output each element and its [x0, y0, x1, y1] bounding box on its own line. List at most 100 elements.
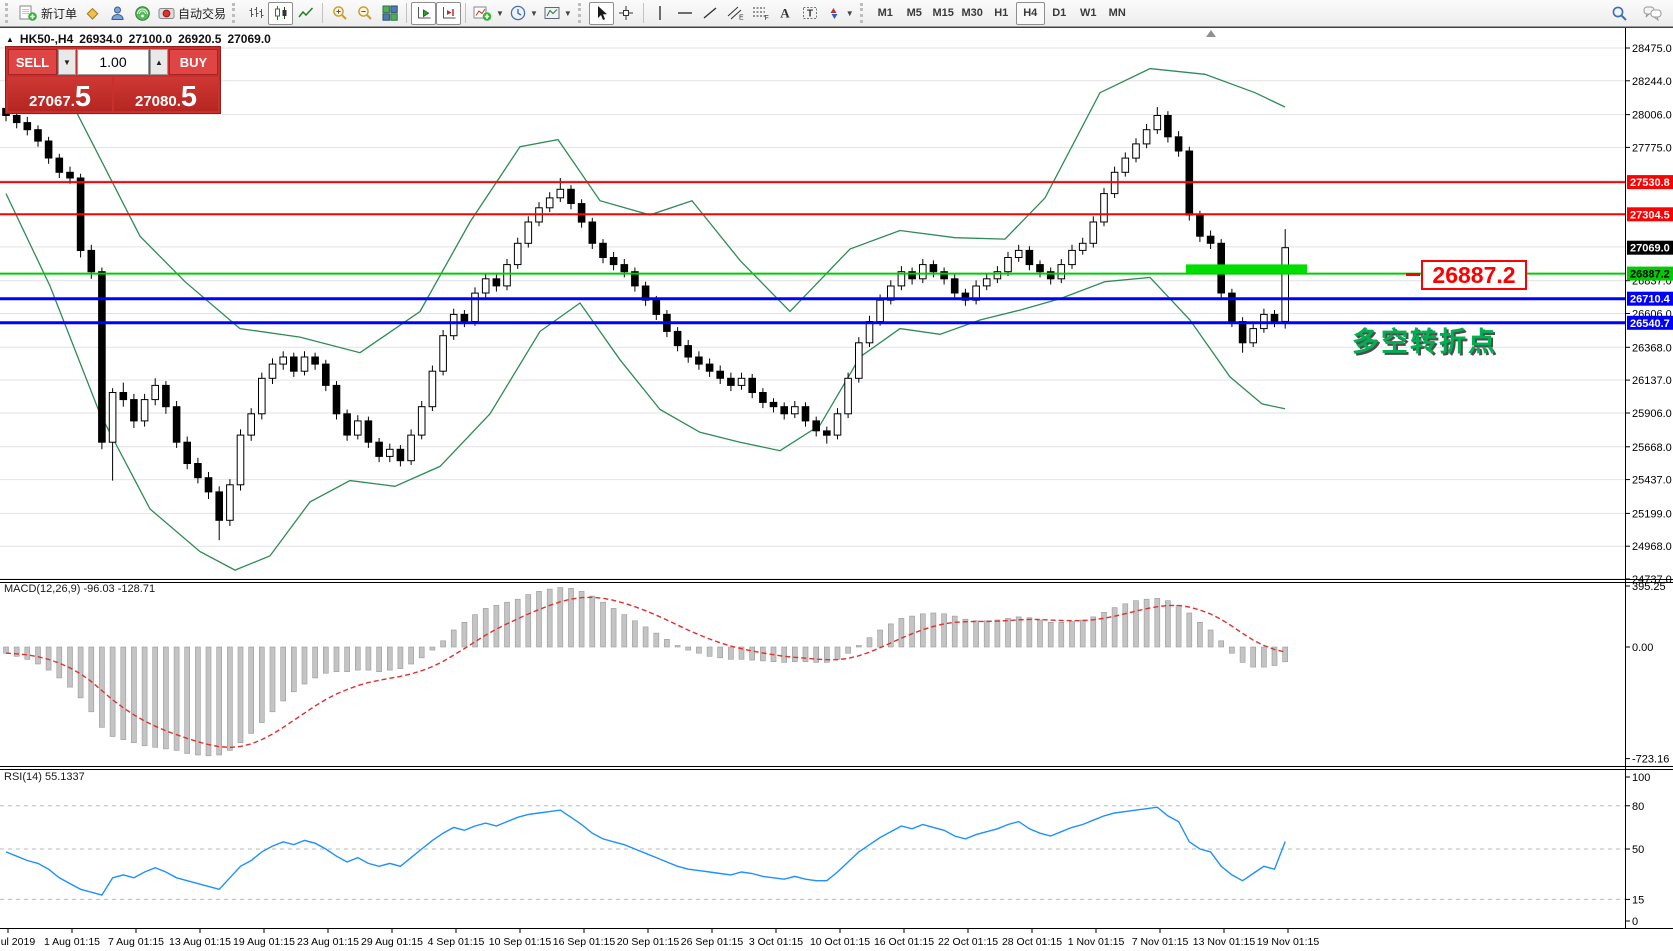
ohlc-close: 27069.0 — [227, 32, 271, 46]
search-icon — [1611, 5, 1628, 22]
bar-chart-button[interactable] — [243, 2, 268, 25]
svg-text:26887.2: 26887.2 — [1630, 269, 1670, 281]
svg-text:0.00: 0.00 — [1632, 642, 1653, 654]
buy-button[interactable]: BUY — [169, 49, 218, 75]
periods-button[interactable]: ▼ — [507, 2, 541, 25]
text-button[interactable]: A — [773, 2, 798, 25]
svg-text:15: 15 — [1632, 894, 1644, 906]
svg-text:16 Oct 01:15: 16 Oct 01:15 — [874, 936, 934, 948]
cursor-button[interactable] — [588, 1, 614, 25]
svg-text:27304.5: 27304.5 — [1630, 209, 1670, 221]
chart-shift-button[interactable] — [436, 1, 462, 25]
equidistant-channel-button[interactable]: E — [723, 2, 748, 25]
volume-decrease-button[interactable]: ▼ — [58, 49, 76, 75]
toolbar-separator — [642, 3, 644, 23]
one-click-trading-panel: SELL ▼ ▲ BUY 27067.5 27080.5 — [5, 46, 221, 114]
macd-indicator-label: MACD(12,26,9) -96.03 -128.71 — [4, 583, 155, 595]
toolbar-drag-handle[interactable] — [5, 3, 11, 23]
svg-text:0: 0 — [1632, 916, 1638, 928]
buy-price-display[interactable]: 27080. 5 — [114, 77, 218, 111]
rsi-panel — [0, 805, 1625, 900]
templates-button[interactable]: ▼ — [541, 2, 575, 25]
chart-canvas[interactable]: 28475.028244.028006.027775.026837.026606… — [0, 28, 1673, 951]
svg-text:26368.0: 26368.0 — [1632, 342, 1672, 354]
tf-m1-label: M1 — [877, 7, 893, 19]
toolbar-drag-handle[interactable] — [859, 3, 866, 23]
cursor-icon — [593, 5, 609, 21]
dropdown-arrow-icon[interactable]: ▼ — [563, 8, 572, 18]
toolbar: 新订单 自动交易 ▼ ▼ ▼ E F A T ▼ M1 M5 M15 M30 H1 H4 D1 W1 MN — [0, 0, 1673, 27]
chinese-note-text[interactable]: 多空转折点 — [1352, 327, 1497, 357]
toolbar-drag-handle[interactable] — [577, 3, 584, 23]
symbol-header: ▲ HK50-,H4 26934.0 27100.0 26920.5 27069… — [6, 32, 271, 46]
vertical-line-button[interactable] — [648, 2, 673, 25]
tf-mn-label: MN — [1108, 7, 1126, 19]
autotrading-button[interactable]: 自动交易 — [155, 2, 229, 25]
timeframe-tf-h1-button[interactable]: H1 — [987, 2, 1016, 25]
timeframe-tf-d1-button[interactable]: D1 — [1045, 2, 1074, 25]
periods-icon — [510, 5, 526, 21]
timeframe-tf-mn-button[interactable]: MN — [1103, 2, 1132, 25]
timeframe-tf-m5-button[interactable]: M5 — [900, 2, 929, 25]
candlestick-chart-button[interactable] — [268, 1, 294, 25]
trendline-icon — [702, 5, 718, 21]
tf-h1-label: H1 — [994, 7, 1009, 19]
highlight-zone[interactable] — [1186, 264, 1307, 274]
timeframe-tf-m30-button[interactable]: M30 — [958, 2, 987, 25]
horizontal-line-button[interactable] — [673, 2, 698, 25]
sell-price-display[interactable]: 27067. 5 — [8, 77, 112, 111]
new-order-label: 新订单 — [41, 6, 78, 21]
fibonacci-icon: F — [752, 5, 769, 21]
svg-text:4 Sep 01:15: 4 Sep 01:15 — [428, 936, 485, 948]
vertical-line-icon — [652, 5, 668, 21]
macd-signal-value: -128.71 — [117, 583, 156, 595]
text-label-button[interactable]: T — [798, 2, 823, 25]
chart-shift-marker-icon[interactable] — [1206, 30, 1216, 37]
dropdown-arrow-icon[interactable]: ▼ — [496, 8, 504, 18]
dropdown-arrow-icon[interactable]: ▼ — [529, 8, 538, 18]
search-button[interactable] — [1607, 2, 1632, 25]
timeframe-tf-h4-button[interactable]: H4 — [1015, 1, 1045, 25]
new-order-button[interactable]: 新订单 — [16, 2, 80, 25]
price-callout-box[interactable]: 26887.2 — [1421, 260, 1527, 290]
signals-button[interactable] — [130, 2, 155, 25]
svg-text:20 Sep 01:15: 20 Sep 01:15 — [617, 936, 680, 948]
buy-price-main: 27080 — [134, 93, 177, 110]
horizontal-level-lines[interactable] — [0, 181, 1625, 325]
timeframe-tf-m15-button[interactable]: M15 — [929, 2, 958, 25]
sell-button[interactable]: SELL — [8, 49, 57, 75]
arrows-button[interactable]: ▼ — [823, 2, 857, 25]
trendline-button[interactable] — [698, 2, 723, 25]
zoom-out-button[interactable] — [352, 2, 377, 25]
svg-text:3 Oct 01:15: 3 Oct 01:15 — [749, 936, 803, 948]
community-button[interactable] — [105, 2, 130, 25]
toolbar-drag-handle[interactable] — [232, 3, 238, 23]
chat-icon — [1643, 5, 1662, 21]
editor-button[interactable] — [80, 2, 105, 25]
volume-input[interactable] — [77, 49, 149, 75]
collapse-triangle-icon[interactable]: ▲ — [6, 34, 14, 44]
chat-button[interactable] — [1640, 2, 1665, 25]
main-grid — [0, 47, 1625, 580]
auto-scroll-button[interactable] — [411, 1, 437, 25]
svg-text:24737.0: 24737.0 — [1632, 574, 1672, 586]
volume-increase-button[interactable]: ▲ — [150, 49, 168, 75]
indicators-list-button[interactable]: ▼ — [470, 2, 507, 25]
rsi-name: RSI(14) — [4, 771, 42, 783]
timeframe-tf-w1-button[interactable]: W1 — [1074, 2, 1103, 25]
candlestick-chart-icon — [273, 5, 289, 21]
dropdown-arrow-icon[interactable]: ▼ — [845, 8, 854, 18]
macd-value: -96.03 — [83, 583, 115, 595]
crosshair-button[interactable] — [614, 2, 639, 25]
zoom-in-button[interactable] — [327, 2, 352, 25]
buy-price-point: . — [176, 93, 181, 110]
line-chart-button[interactable] — [293, 2, 318, 25]
fibonacci-button[interactable]: F — [748, 2, 773, 25]
zoom-in-icon — [332, 5, 348, 21]
svg-text:16 Sep 01:15: 16 Sep 01:15 — [553, 936, 616, 948]
panel-separators[interactable] — [0, 28, 1673, 929]
tile-windows-icon — [382, 5, 398, 21]
timeframe-tf-m1-button[interactable]: M1 — [871, 2, 900, 25]
tile-windows-button[interactable] — [377, 2, 402, 25]
community-icon — [109, 5, 126, 22]
